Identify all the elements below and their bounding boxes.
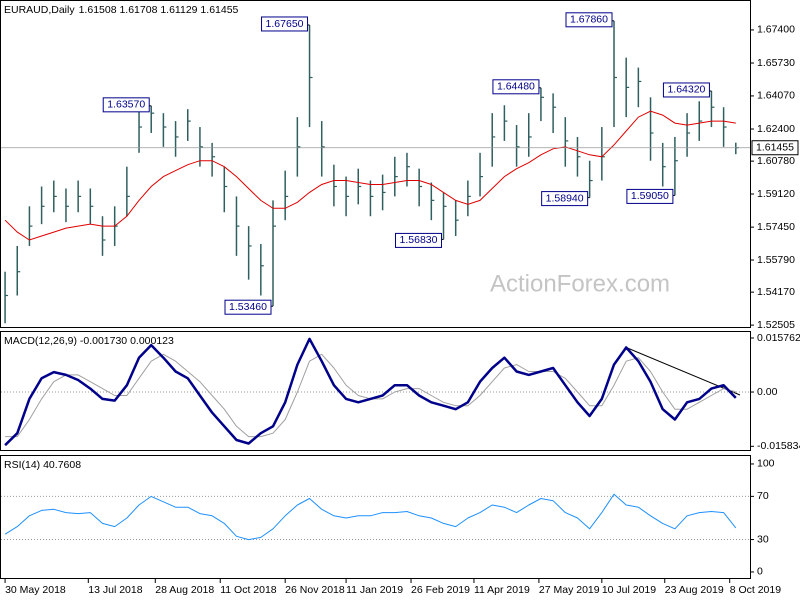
- rsi-panel: [0, 455, 751, 579]
- y-tick-label: 1.57450: [757, 221, 795, 233]
- x-tick-label: 23 Aug 2019: [665, 584, 724, 596]
- panel-title: MACD(12,26,9) -0.001730 0.000123: [4, 335, 174, 347]
- annotation-label: 1.67650: [266, 18, 304, 30]
- y-tick-label: 0.00: [757, 386, 778, 398]
- annotation-label: 1.58940: [546, 192, 584, 204]
- y-tick-label: 1.62400: [757, 123, 795, 135]
- y-tick-label: 1.52505: [757, 319, 795, 331]
- y-tick-label: 100: [757, 458, 775, 470]
- x-tick-label: 27 May 2019: [539, 584, 600, 596]
- annotation-box: [541, 191, 589, 207]
- annotation-box: [395, 232, 443, 248]
- x-tick-label: 11 Oct 2018: [220, 584, 277, 596]
- y-tick-label: 30: [757, 533, 769, 545]
- y-tick-label: 1.54170: [757, 286, 795, 298]
- annotation-label: 1.67860: [570, 14, 608, 26]
- x-tick-label: 11 Jan 2019: [346, 584, 403, 596]
- annotation-label: 1.53460: [229, 301, 267, 313]
- last-price-box: [751, 140, 799, 156]
- indicator-line: [4, 493, 737, 541]
- y-tick-label: 1.65730: [757, 57, 795, 69]
- panel-subtitle: 1.61508 1.61708 1.61129 1.61455: [79, 4, 239, 16]
- x-tick-label: 26 Nov 2018: [285, 584, 345, 596]
- last-price-label: 1.61455: [756, 142, 794, 154]
- annotation-label: 1.63570: [107, 99, 145, 111]
- y-tick-label: 70: [757, 490, 769, 502]
- watermark: ActionForex.com: [490, 270, 670, 297]
- y-tick-label: -0.015834: [757, 440, 800, 452]
- y-tick-label: 1.64070: [757, 90, 795, 102]
- annotation-box: [626, 188, 674, 204]
- moving-average: [4, 110, 736, 241]
- x-tick-label: 13 Jul 2018: [88, 584, 142, 596]
- y-tick-label: 1.59120: [757, 188, 795, 200]
- x-tick-label: 30 May 2018: [5, 584, 66, 596]
- price-panel: [0, 0, 751, 328]
- panel-title: RSI(14) 40.7608: [4, 459, 81, 471]
- y-tick-label: 0.015762: [757, 332, 800, 344]
- annotation-label: 1.59050: [631, 190, 669, 202]
- x-tick-label: 26 Feb 2019: [411, 584, 470, 596]
- x-tick-label: 11 Apr 2019: [474, 584, 530, 596]
- x-tick-label: 8 Oct 2019: [730, 584, 782, 596]
- annotation-label: 1.56830: [400, 234, 438, 246]
- indicator-line: [4, 337, 737, 447]
- annotation-box: [565, 12, 613, 28]
- x-tick-label: 10 Jul 2019: [602, 584, 656, 596]
- x-tick-label: 28 Aug 2018: [155, 584, 214, 596]
- annotation-label: 1.64480: [497, 81, 535, 93]
- annotation-box: [224, 299, 272, 315]
- y-tick-label: 1.55790: [757, 254, 795, 266]
- macd-panel: [0, 331, 751, 451]
- y-tick-label: 1.67400: [757, 24, 795, 36]
- annotation-box: [492, 79, 540, 95]
- panel-title: EURAUD,Daily: [4, 4, 75, 16]
- annotation-box: [662, 82, 710, 98]
- y-tick-label: 1.60780: [757, 155, 795, 167]
- annotation-box: [102, 97, 150, 113]
- y-tick-label: 0: [757, 566, 763, 578]
- annotation-box: [261, 16, 309, 32]
- annotation-label: 1.64320: [667, 84, 705, 96]
